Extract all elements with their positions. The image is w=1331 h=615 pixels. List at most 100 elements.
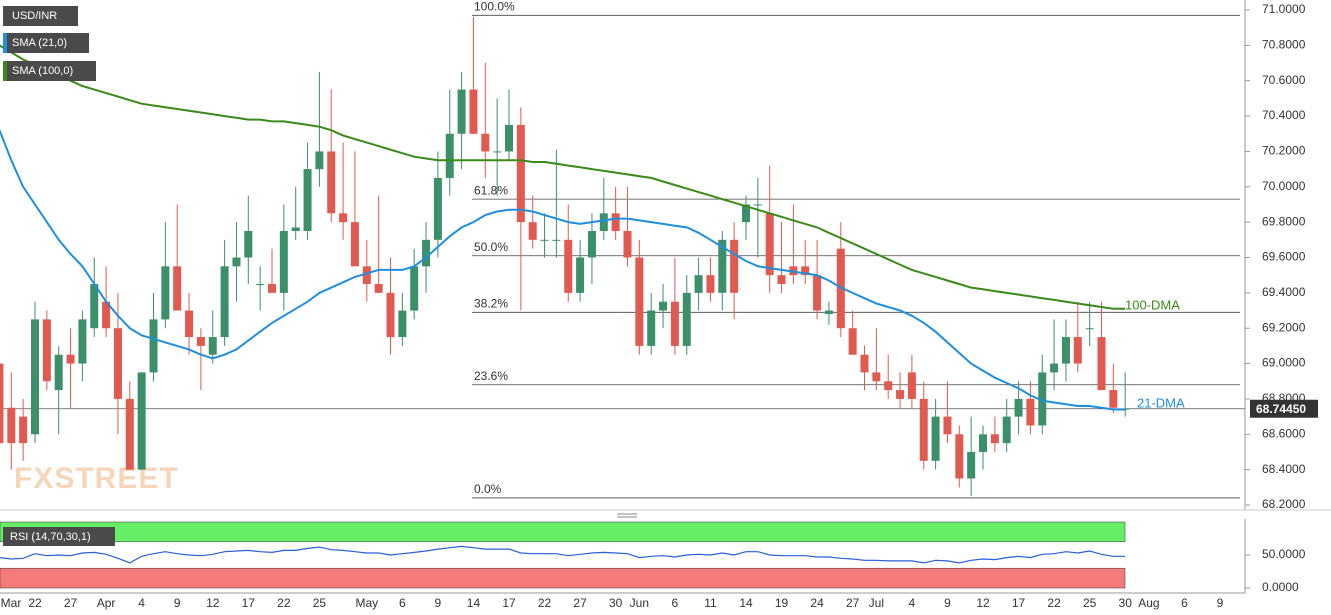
candle-body bbox=[102, 301, 111, 329]
candle-body bbox=[670, 301, 679, 346]
candle-body bbox=[730, 239, 739, 293]
candle-body bbox=[919, 398, 928, 461]
candle-body bbox=[742, 204, 750, 223]
candle-body bbox=[339, 213, 348, 223]
candle-body bbox=[611, 213, 620, 231]
candle-body bbox=[1002, 416, 1011, 444]
candle-body bbox=[125, 398, 134, 470]
fib-label: 61.8% bbox=[474, 183, 508, 197]
candle-body bbox=[457, 89, 466, 134]
candle-body bbox=[990, 434, 999, 444]
candle-body bbox=[232, 257, 241, 267]
x-tick-label: 22 bbox=[28, 596, 42, 610]
x-tick-label: 6 bbox=[672, 596, 679, 610]
candle-body bbox=[185, 310, 194, 338]
x-tick-label: 17 bbox=[242, 596, 256, 610]
fib-label: 0.0% bbox=[474, 482, 502, 496]
candle-body bbox=[884, 381, 893, 391]
chart-title: USD/INR bbox=[12, 10, 57, 22]
candle-body bbox=[1085, 328, 1094, 330]
y-tick-label: 68.2000 bbox=[1262, 497, 1306, 511]
rsi-lower-band bbox=[0, 567, 1126, 589]
candle-body bbox=[268, 284, 276, 293]
x-tick-label: Apr bbox=[97, 596, 116, 610]
candle-body bbox=[0, 363, 4, 444]
x-tick-label: 19 bbox=[775, 596, 789, 610]
fib-label: 100.0% bbox=[474, 0, 515, 13]
candle-body bbox=[647, 310, 656, 346]
candle-body bbox=[801, 266, 810, 276]
candle-body bbox=[753, 204, 762, 206]
candle-body bbox=[350, 222, 359, 267]
legend-box bbox=[3, 6, 78, 26]
candle-body bbox=[422, 239, 431, 267]
candle-body bbox=[137, 372, 146, 470]
x-tick-label: 30 bbox=[609, 596, 623, 610]
x-tick-label: 4 bbox=[909, 596, 916, 610]
rsi-tick-label: 50.0000 bbox=[1262, 547, 1306, 561]
candle-body bbox=[481, 133, 490, 152]
x-tick-label: 12 bbox=[206, 596, 220, 610]
fib-label: 38.2% bbox=[474, 296, 508, 310]
y-tick-label: 70.0000 bbox=[1262, 179, 1306, 193]
candle-body bbox=[42, 319, 51, 382]
candle-body bbox=[552, 239, 561, 241]
candle-body bbox=[848, 328, 857, 355]
x-tick-label: 27 bbox=[846, 596, 860, 610]
x-tick-label: 22 bbox=[538, 596, 552, 610]
y-tick-label: 68.4000 bbox=[1262, 462, 1306, 476]
x-tick-label: 9 bbox=[1217, 596, 1224, 610]
candle-body bbox=[78, 319, 87, 364]
candle-body bbox=[931, 416, 940, 461]
candle-body bbox=[718, 239, 727, 293]
last-price-box bbox=[1250, 399, 1318, 418]
candle-body bbox=[1073, 337, 1082, 364]
candle-body bbox=[528, 222, 537, 240]
y-tick-label: 70.8000 bbox=[1262, 38, 1306, 52]
rsi-label-box bbox=[3, 527, 115, 546]
x-tick-label: 12 bbox=[976, 596, 990, 610]
candle-body bbox=[955, 434, 964, 479]
candle-body bbox=[161, 266, 170, 320]
x-tick-label: 25 bbox=[313, 596, 327, 610]
y-tick-label: 70.6000 bbox=[1262, 73, 1306, 87]
candle-body bbox=[220, 266, 229, 338]
candle-body bbox=[31, 319, 39, 435]
y-tick-label: 68.6000 bbox=[1262, 426, 1306, 440]
x-tick-label: 6 bbox=[399, 596, 406, 610]
background-layer: FXSTREET bbox=[14, 462, 179, 495]
x-tick-label: 14 bbox=[467, 596, 481, 610]
fib-label: 23.6% bbox=[474, 369, 508, 383]
x-tick-label: Jul bbox=[869, 596, 884, 610]
candle-body bbox=[1026, 398, 1035, 426]
candle-body bbox=[516, 124, 525, 223]
y-tick-label: 69.4000 bbox=[1262, 285, 1306, 299]
annotation: 100-DMA bbox=[1125, 297, 1180, 312]
candle-body bbox=[599, 213, 608, 231]
candle-body bbox=[979, 434, 987, 452]
candle-body bbox=[564, 239, 573, 293]
candle-body bbox=[765, 213, 774, 276]
y-tick-label: 69.8000 bbox=[1262, 214, 1306, 228]
y-tick-label: 69.0000 bbox=[1262, 356, 1306, 370]
x-tick-label: 9 bbox=[944, 596, 951, 610]
candle-body bbox=[303, 169, 312, 231]
x-tick-label: Jun bbox=[630, 596, 649, 610]
legend-label: SMA (21,0) bbox=[12, 37, 67, 49]
x-tick-label: 30 bbox=[1119, 596, 1133, 610]
legend-swatch bbox=[3, 33, 7, 53]
ma-line bbox=[0, 129, 1126, 411]
watermark: FXSTREET bbox=[14, 462, 179, 495]
x-tick-label: Mar bbox=[1, 596, 22, 610]
candle-body bbox=[576, 257, 585, 293]
x-tick-label: 4 bbox=[138, 596, 145, 610]
candle-body bbox=[66, 354, 75, 364]
candle-body bbox=[1050, 363, 1059, 373]
candle-body bbox=[587, 230, 596, 258]
x-tick-label: Aug bbox=[1138, 596, 1159, 610]
candle-body bbox=[90, 284, 99, 329]
candle-body bbox=[149, 319, 158, 373]
x-tick-label: May bbox=[355, 596, 378, 610]
candle-body bbox=[1109, 390, 1118, 408]
